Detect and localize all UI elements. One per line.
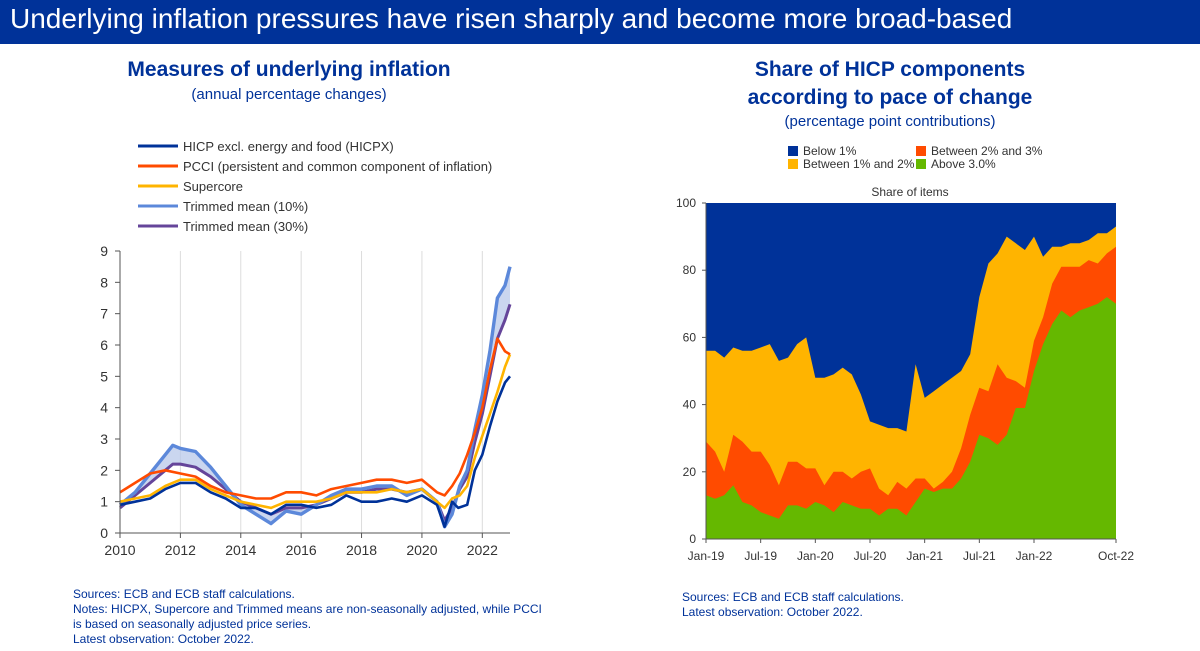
left-grid <box>119 251 483 533</box>
left-legend: HICP excl. energy and food (HICPX) PCCI (… <box>138 139 492 234</box>
y-tick-label: 6 <box>100 337 108 353</box>
x-tick-label: 2020 <box>406 542 437 558</box>
left-note-line: Latest observation: October 2022. <box>73 632 254 646</box>
right-notes: Sources: ECB and ECB staff calculations.… <box>682 590 904 620</box>
left-series <box>118 266 512 529</box>
y-tick-label: 20 <box>683 465 697 479</box>
left-chart-title: Measures of underlying inflation <box>127 58 451 81</box>
y-tick-label: 40 <box>683 398 697 412</box>
legend-swatch <box>916 146 926 156</box>
left-axes: 2010 2012 2014 2016 2018 2020 2022 0 1 2 3 4 5 6 7 8 9 <box>100 243 510 558</box>
legend-label: Supercore <box>183 179 243 194</box>
x-tick-label: 2014 <box>225 542 256 558</box>
legend-label: Trimmed mean (10%) <box>183 199 308 214</box>
x-tick-label: Jul-21 <box>963 549 996 563</box>
legend-label: Trimmed mean (30%) <box>183 219 308 234</box>
y-tick-label: 0 <box>100 525 108 541</box>
right-chart-title-line1: Share of HICP components <box>754 58 1026 81</box>
hicp-share-area-chart: Below 1% Between 2% and 3% Between 1% and … <box>676 144 1134 563</box>
x-tick-label: 2010 <box>104 542 135 558</box>
y-tick-label: 100 <box>676 196 696 210</box>
x-tick-label: Jul-20 <box>854 549 887 563</box>
y-tick-label: 2 <box>100 462 108 478</box>
legend-label: Between 2% and 3% <box>931 144 1043 158</box>
x-tick-label: Oct-22 <box>1098 549 1134 563</box>
y-tick-label: 9 <box>100 243 108 259</box>
share-of-items-label: Share of items <box>871 185 948 199</box>
right-areas <box>706 203 1116 539</box>
x-tick-label: Jan-19 <box>688 549 725 563</box>
y-tick-label: 0 <box>689 532 696 546</box>
right-note-line: Latest observation: October 2022. <box>682 605 863 619</box>
x-tick-label: Jul-19 <box>744 549 777 563</box>
right-chart-title-line2: according to pace of change <box>747 86 1033 109</box>
area-series <box>706 297 1116 539</box>
page-title: Underlying inflation pressures have rise… <box>10 3 1013 34</box>
legend-swatch <box>788 159 798 169</box>
underlying-inflation-line-chart: 2010 2012 2014 2016 2018 2020 2022 0 1 2 3 4 5 6 7 8 9 H… <box>100 139 512 558</box>
series-line <box>119 375 512 529</box>
x-tick-label: 2016 <box>286 542 317 558</box>
legend-swatch <box>916 159 926 169</box>
x-tick-label: Jan-21 <box>906 549 943 563</box>
y-tick-label: 7 <box>100 306 108 322</box>
y-tick-label: 1 <box>100 494 108 510</box>
right-axes: 0 20 40 60 80 100 Jan-19 Jul-19 Jan-20 Jul-20 Jan-… <box>676 196 1134 563</box>
left-note-line: Sources: ECB and ECB staff calculations. <box>73 587 295 601</box>
x-tick-label: 2012 <box>165 542 196 558</box>
x-tick-label: Jan-22 <box>1016 549 1053 563</box>
x-tick-label: Jan-20 <box>797 549 834 563</box>
right-legend: Below 1% Between 2% and 3% Between 1% and … <box>788 144 1043 171</box>
legend-label: HICP excl. energy and food (HICPX) <box>183 139 394 154</box>
y-tick-label: 3 <box>100 431 108 447</box>
y-tick-label: 60 <box>683 330 697 344</box>
legend-label: Between 1% and 2% <box>803 157 915 171</box>
right-note-line: Sources: ECB and ECB staff calculations. <box>682 590 904 604</box>
y-tick-label: 4 <box>100 400 108 416</box>
legend-label: PCCI (persistent and common component of… <box>183 159 492 174</box>
left-chart-subtitle: (annual percentage changes) <box>191 86 387 103</box>
x-tick-label: 2018 <box>346 542 377 558</box>
header-banner: Underlying inflation pressures have rise… <box>0 0 1200 44</box>
left-notes: Sources: ECB and ECB staff calculations.… <box>73 587 542 647</box>
right-chart-subtitle: (percentage point contributions) <box>784 113 996 130</box>
series-line <box>119 337 511 500</box>
y-tick-label: 5 <box>100 368 108 384</box>
left-note-line: is based on seasonally adjusted price se… <box>73 617 312 631</box>
legend-swatch <box>788 146 798 156</box>
left-note-line: Notes: HICPX, Supercore and Trimmed mean… <box>73 602 542 616</box>
series-line <box>119 353 512 510</box>
y-tick-label: 8 <box>100 274 108 290</box>
x-tick-label: 2022 <box>467 542 498 558</box>
legend-label: Above 3.0% <box>931 157 996 171</box>
y-tick-label: 80 <box>683 263 697 277</box>
legend-label: Below 1% <box>803 144 857 158</box>
